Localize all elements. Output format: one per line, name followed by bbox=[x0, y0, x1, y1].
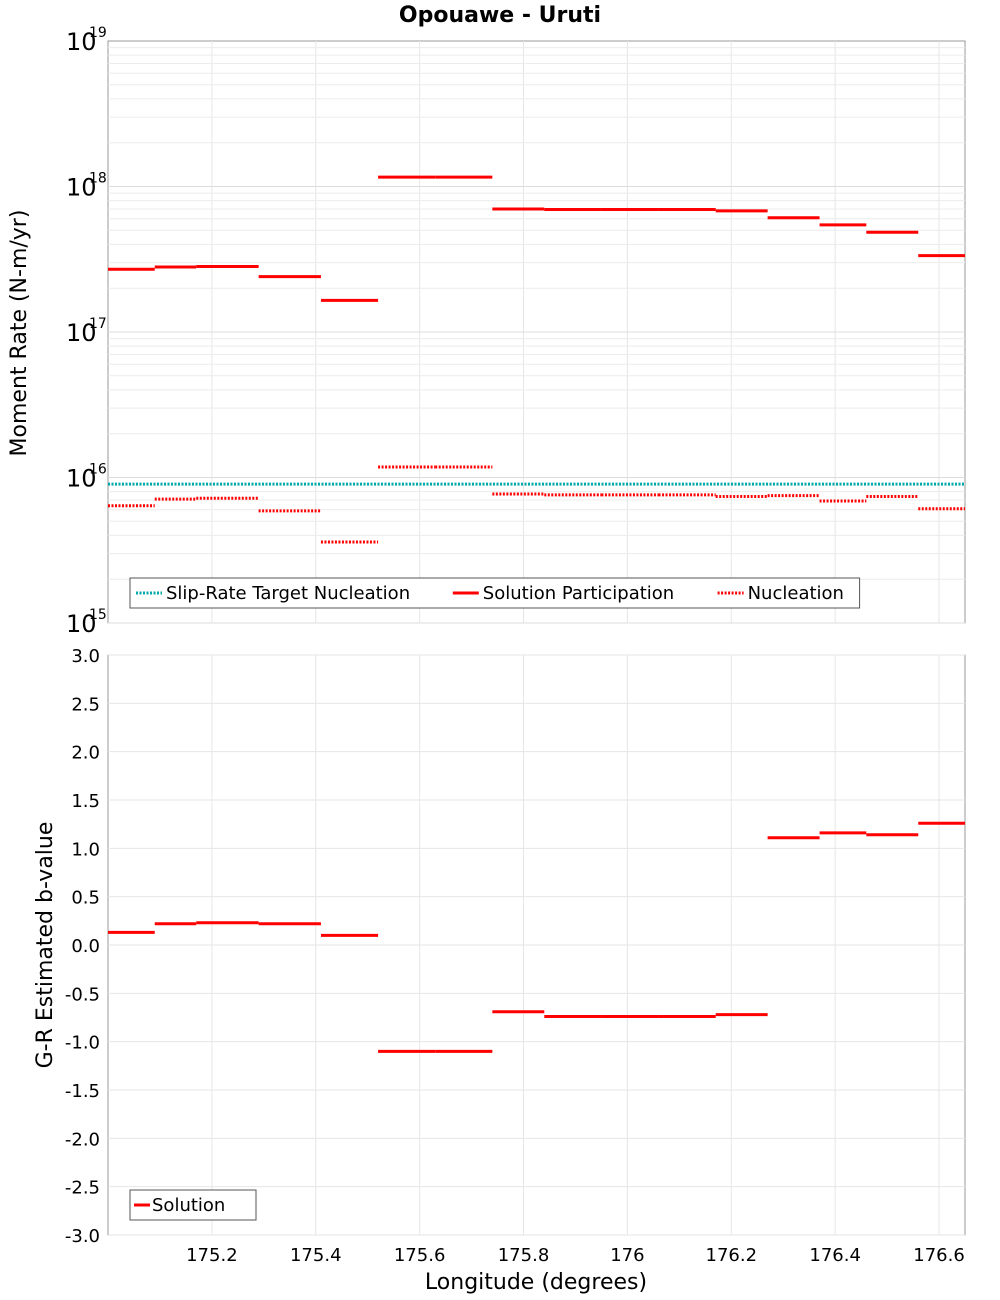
chart-title: Opouawe - Uruti bbox=[399, 3, 601, 28]
b-value-y-tick-label: -2.0 bbox=[65, 1129, 100, 1150]
moment-rate-legend: Slip-Rate Target Nucleation Solution Part… bbox=[129, 577, 861, 609]
x-tick-label: 175.8 bbox=[498, 1245, 550, 1266]
b-value-y-tick-label: -1.0 bbox=[65, 1033, 100, 1054]
legend-entry-label: Solution bbox=[152, 1195, 225, 1216]
series-solution bbox=[108, 821, 965, 1053]
y-tick-base: 10 bbox=[66, 610, 97, 638]
y-tick-base: 10 bbox=[66, 465, 97, 493]
legend-entry-label: Nucleation bbox=[748, 583, 844, 604]
b-value-y-axis-label: G-R Estimated b-value bbox=[33, 822, 58, 1069]
legend-box bbox=[129, 577, 861, 609]
y-tick-exponent: 17 bbox=[89, 316, 107, 332]
b-value-grid bbox=[108, 654, 965, 1236]
legend-box bbox=[129, 1189, 257, 1221]
y-tick-exponent: 16 bbox=[89, 462, 107, 478]
b-value-y-tick-label: -1.5 bbox=[65, 1081, 100, 1102]
moment-rate-y-axis-label: Moment Rate (N-m/yr) bbox=[7, 210, 32, 457]
b-value-y-tick-label: 1.0 bbox=[71, 839, 100, 860]
y-tick-base: 10 bbox=[66, 319, 97, 347]
x-tick-label: 176 bbox=[610, 1245, 644, 1266]
x-tick-label: 175.6 bbox=[394, 1245, 446, 1266]
y-tick-exponent: 15 bbox=[89, 607, 107, 623]
b-value-panel: 3.0 2.5 2.0 1.5 1.0 0.5 0.0 -0.5 -1.0 -1.5 -2.0 -2.… bbox=[33, 646, 966, 1295]
x-tick-label: 176.4 bbox=[809, 1245, 861, 1266]
x-tick-label: 175.2 bbox=[186, 1245, 238, 1266]
b-value-y-tick-label: 0.5 bbox=[71, 888, 100, 909]
y-tick-base: 10 bbox=[66, 174, 97, 202]
moment-rate-series bbox=[108, 175, 965, 544]
b-value-y-tick-label: 2.0 bbox=[71, 743, 100, 764]
x-axis-ticks: 175.2 175.4 175.6 175.8 176 176.2 176.4 176.6 bbox=[186, 1245, 965, 1266]
series-nucleation bbox=[108, 465, 965, 544]
x-tick-label: 175.4 bbox=[290, 1245, 342, 1266]
b-value-legend: Solution bbox=[129, 1189, 257, 1221]
y-tick-exponent: 18 bbox=[89, 171, 107, 187]
b-value-y-tick-label: -0.5 bbox=[65, 984, 100, 1005]
legend-entry-label: Solution Participation bbox=[483, 583, 674, 604]
b-value-y-ticks: 3.0 2.5 2.0 1.5 1.0 0.5 0.0 -0.5 -1.0 -1.5 -2.0 -2.… bbox=[65, 646, 100, 1247]
b-value-y-tick-label: 3.0 bbox=[71, 646, 100, 667]
b-value-series bbox=[108, 821, 965, 1053]
legend-entry-label: Slip-Rate Target Nucleation bbox=[166, 583, 410, 604]
b-value-y-tick-label: 0.0 bbox=[71, 936, 100, 957]
series-solution-participation bbox=[108, 175, 965, 302]
b-value-y-tick-label: 1.5 bbox=[71, 791, 100, 812]
b-value-y-tick-label: 2.5 bbox=[71, 694, 100, 715]
y-tick-base: 10 bbox=[66, 28, 97, 56]
x-tick-label: 176.6 bbox=[913, 1245, 965, 1266]
moment-rate-grid bbox=[108, 41, 965, 624]
b-value-y-tick-label: -2.5 bbox=[65, 1178, 100, 1199]
x-tick-label: 176.2 bbox=[706, 1245, 758, 1266]
x-axis-label: Longitude (degrees) bbox=[425, 1270, 647, 1295]
b-value-y-tick-label: -3.0 bbox=[65, 1226, 100, 1247]
y-tick-exponent: 19 bbox=[89, 25, 107, 41]
